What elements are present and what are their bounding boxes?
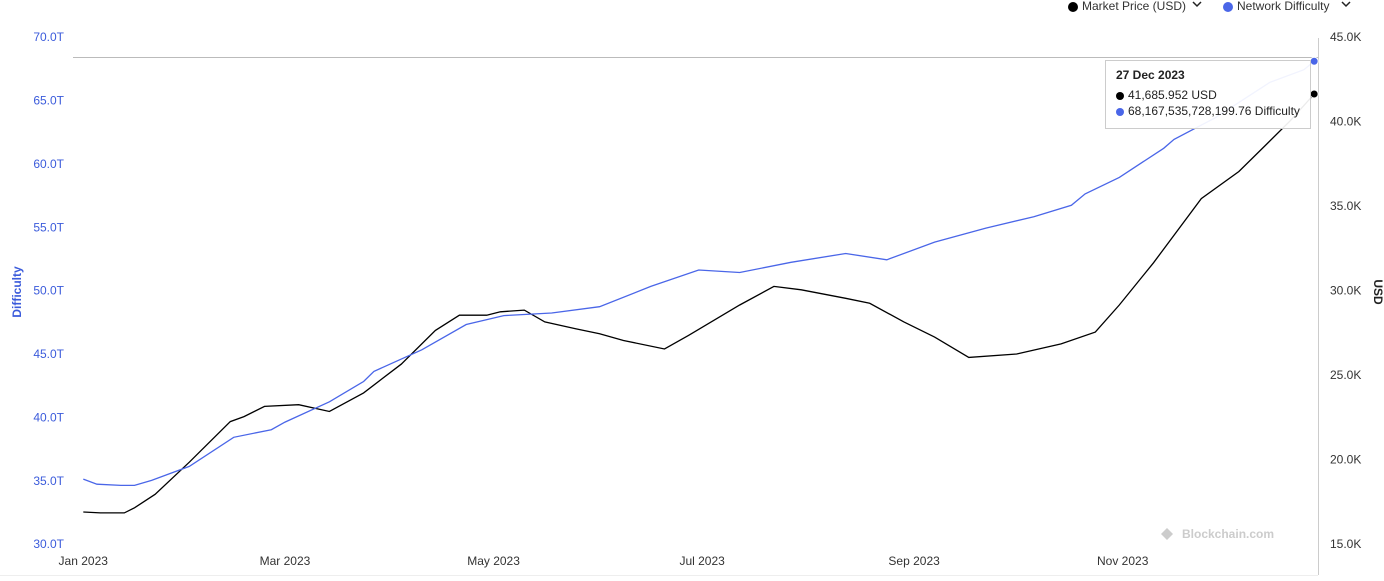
legend-marker bbox=[1223, 2, 1233, 12]
y-tick-label: 70.0T bbox=[33, 30, 64, 44]
x-tick-label: May 2023 bbox=[467, 554, 520, 568]
hover-point bbox=[1309, 56, 1319, 66]
watermark-logo bbox=[1161, 528, 1173, 540]
tooltip-line: 41,685.952 USD bbox=[1128, 88, 1217, 102]
y2-tick-label: 15.0K bbox=[1330, 537, 1361, 551]
watermark-text: Blockchain.com bbox=[1182, 527, 1274, 541]
legend-marker bbox=[1068, 2, 1078, 12]
y2-tick-label: 40.0K bbox=[1330, 115, 1361, 129]
x-tick-label: Jul 2023 bbox=[679, 554, 725, 568]
legend: Market Price (USD) Network Difficulty bbox=[1068, 0, 1351, 13]
y2-tick-label: 25.0K bbox=[1330, 368, 1361, 382]
y-tick-label: 60.0T bbox=[33, 157, 64, 171]
legend-label: Market Price (USD) bbox=[1082, 0, 1186, 13]
watermark: Blockchain.com bbox=[1161, 527, 1274, 541]
legend-chevron bbox=[1192, 1, 1202, 8]
y-tick-label: 40.0T bbox=[33, 410, 64, 424]
y2-tick-label: 35.0K bbox=[1330, 199, 1361, 213]
tooltip-dot bbox=[1116, 108, 1124, 116]
y-tick-label: 30.0T bbox=[33, 537, 64, 551]
y-axis-title: Difficulty bbox=[10, 266, 24, 318]
series-line bbox=[83, 60, 1315, 487]
hover-point bbox=[1309, 89, 1319, 99]
y2-tick-label: 45.0K bbox=[1330, 30, 1361, 44]
x-tick-label: Nov 2023 bbox=[1097, 554, 1149, 568]
series-line bbox=[83, 93, 1315, 514]
y-tick-label: 65.0T bbox=[33, 94, 64, 108]
legend-chevron bbox=[1341, 1, 1351, 8]
tooltip-box bbox=[1105, 60, 1311, 129]
y-tick-label: 45.0T bbox=[33, 347, 64, 361]
plot bbox=[83, 56, 1319, 514]
y-tick-label: 35.0T bbox=[33, 474, 64, 488]
y-tick-label: 50.0T bbox=[33, 284, 64, 298]
y-tick-label: 55.0T bbox=[33, 220, 64, 234]
y2-axis-title: USD bbox=[1371, 279, 1384, 305]
tooltip-dot bbox=[1116, 92, 1124, 100]
x-tick-label: Sep 2023 bbox=[888, 554, 940, 568]
tooltip-line: 68,167,535,728,199.76 Difficulty bbox=[1128, 104, 1300, 118]
y2-tick-label: 20.0K bbox=[1330, 453, 1361, 467]
x-tick-label: Jan 2023 bbox=[59, 554, 109, 568]
tooltip: 27 Dec 2023 41,685.952 USD 68,167,535,72… bbox=[1105, 60, 1311, 129]
x-tick-label: Mar 2023 bbox=[260, 554, 311, 568]
legend-label: Network Difficulty bbox=[1237, 0, 1329, 13]
tooltip-date: 27 Dec 2023 bbox=[1116, 68, 1185, 82]
y2-tick-label: 30.0K bbox=[1330, 284, 1361, 298]
